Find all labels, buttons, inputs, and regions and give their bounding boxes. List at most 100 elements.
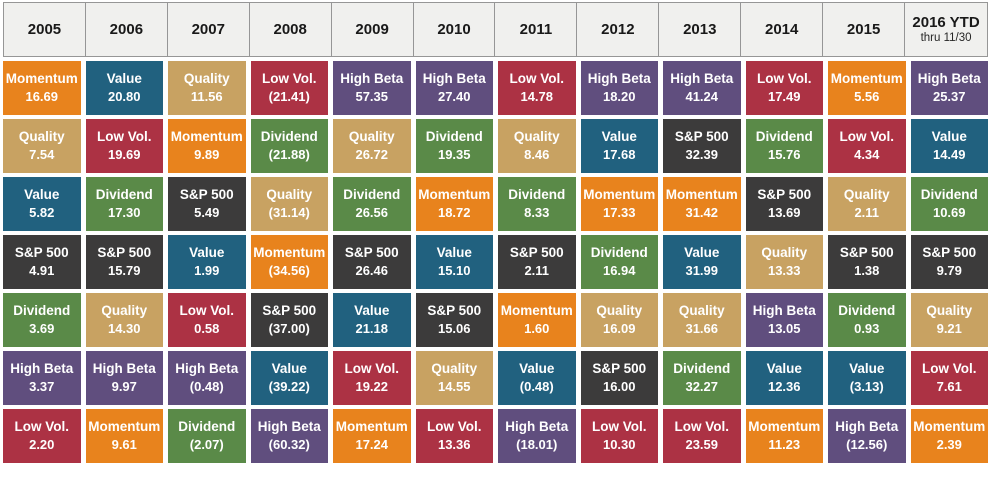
return-cell-2006-dividend: Dividend 17.30 xyxy=(85,177,163,231)
return-cell-2008-s-p-500: S&P 500 (37.00) xyxy=(250,293,328,347)
return-value: 13.36 xyxy=(437,437,471,453)
return-value: 21.18 xyxy=(355,321,389,337)
return-value: 20.80 xyxy=(107,89,141,105)
factor-label: Dividend xyxy=(13,303,71,319)
return-value: (0.48) xyxy=(189,379,224,395)
return-value: 14.55 xyxy=(437,379,471,395)
return-value: 26.72 xyxy=(355,147,389,163)
return-cell-2009-high-beta: High Beta 57.35 xyxy=(333,61,411,115)
return-value: 13.05 xyxy=(767,321,801,337)
factor-label: Low Vol. xyxy=(344,361,400,377)
factor-label: Low Vol. xyxy=(97,129,152,145)
return-cell-2008-value: Value (39.22) xyxy=(250,351,328,405)
factor-label: Value xyxy=(271,361,307,377)
factor-label: Dividend xyxy=(425,129,483,145)
return-value: 9.97 xyxy=(111,379,137,395)
factor-label: Quality xyxy=(678,303,725,319)
return-value: (21.41) xyxy=(268,89,310,105)
factor-label: High Beta xyxy=(670,71,734,87)
return-cell-2010-quality: Quality 14.55 xyxy=(415,351,493,405)
return-cell-2012-low-vol-: Low Vol. 10.30 xyxy=(580,409,658,463)
factor-label: Quality xyxy=(843,187,890,203)
factor-label: Low Vol. xyxy=(427,419,482,435)
return-cell-2015-momentum: Momentum 5.56 xyxy=(828,61,906,115)
return-cell-2006-s-p-500: S&P 500 15.79 xyxy=(85,235,163,289)
factor-label: Value xyxy=(684,245,720,261)
factor-label: Value xyxy=(849,361,885,377)
return-cell-2009-low-vol-: Low Vol. 19.22 xyxy=(333,351,411,405)
return-value: (21.88) xyxy=(268,147,310,163)
return-cell-2005-low-vol-: Low Vol. 2.20 xyxy=(3,409,81,463)
return-value: 13.33 xyxy=(767,263,801,279)
factor-label: Momentum xyxy=(5,71,78,87)
factor-label: Quality xyxy=(183,71,230,87)
return-cell-2007-value: Value 1.99 xyxy=(168,235,246,289)
return-cell-2013-high-beta: High Beta 41.24 xyxy=(663,61,741,115)
return-cell-2010-s-p-500: S&P 500 15.06 xyxy=(415,293,493,347)
factor-label: Low Vol. xyxy=(14,419,70,435)
factor-label: Quality xyxy=(101,303,148,319)
return-cell-2011-low-vol-: Low Vol. 14.78 xyxy=(498,61,576,115)
year-header-2012: 2012 xyxy=(577,3,660,56)
return-value: 19.35 xyxy=(437,147,471,163)
return-cell-2008-high-beta: High Beta (60.32) xyxy=(250,409,328,463)
return-cell-2012-value: Value 17.68 xyxy=(580,119,658,173)
return-value: 7.61 xyxy=(936,379,962,395)
factor-label: S&P 500 xyxy=(427,303,482,319)
factor-label: Value xyxy=(189,245,225,261)
factor-label: Quality xyxy=(926,303,973,319)
return-value: 8.46 xyxy=(524,147,550,163)
return-value: 15.76 xyxy=(767,147,801,163)
factor-label: Momentum xyxy=(830,71,903,87)
factor-label: Low Vol. xyxy=(757,71,812,87)
year-label: 2011 xyxy=(519,20,553,38)
return-value: 19.69 xyxy=(107,147,141,163)
return-value: 18.20 xyxy=(602,89,636,105)
return-value: 16.09 xyxy=(602,321,636,337)
return-cell-2006-quality: Quality 14.30 xyxy=(85,293,163,347)
return-value: 5.56 xyxy=(854,89,880,105)
return-cell-2006-value: Value 20.80 xyxy=(85,61,163,115)
return-cell-2007-low-vol-: Low Vol. 0.58 xyxy=(168,293,246,347)
return-value: (0.48) xyxy=(519,379,554,395)
factor-label: Dividend xyxy=(95,187,153,203)
factor-label: Value xyxy=(354,303,390,319)
year-header-2005: 2005 xyxy=(4,3,86,56)
return-cell-2006-momentum: Momentum 9.61 xyxy=(85,409,163,463)
return-value: 10.69 xyxy=(932,205,966,221)
return-cell-2006-low-vol-: Low Vol. 19.69 xyxy=(85,119,163,173)
return-value: (39.22) xyxy=(268,379,310,395)
return-value: 17.33 xyxy=(602,205,636,221)
factor-label: Momentum xyxy=(748,419,821,435)
factor-label: Dividend xyxy=(755,129,813,145)
return-value: (60.32) xyxy=(268,437,310,453)
returns-grid: Momentum 16.69 Value 20.80 Quality 11.56… xyxy=(3,61,988,463)
return-value: 9.21 xyxy=(936,321,962,337)
factor-label: S&P 500 xyxy=(97,245,152,261)
year-label: 2009 xyxy=(355,20,389,38)
return-value: 1.60 xyxy=(524,321,550,337)
return-value: 9.61 xyxy=(111,437,137,453)
return-value: 41.24 xyxy=(685,89,719,105)
return-cell-2011-quality: Quality 8.46 xyxy=(498,119,576,173)
factor-label: S&P 500 xyxy=(509,245,564,261)
factor-label: High Beta xyxy=(257,419,321,435)
return-cell-2015-s-p-500: S&P 500 1.38 xyxy=(828,235,906,289)
year-header-2011: 2011 xyxy=(495,3,578,56)
return-cell-2012-dividend: Dividend 16.94 xyxy=(580,235,658,289)
return-cell-2005-momentum: Momentum 16.69 xyxy=(3,61,81,115)
return-cell-2011-s-p-500: S&P 500 2.11 xyxy=(498,235,576,289)
factor-label: Momentum xyxy=(500,303,573,319)
return-value: 25.37 xyxy=(932,89,966,105)
return-value: 3.69 xyxy=(29,321,55,337)
factor-label: Momentum xyxy=(335,419,408,435)
return-cell-2013-value: Value 31.99 xyxy=(663,235,741,289)
factor-label: Value xyxy=(106,71,142,87)
year-header-2006: 2006 xyxy=(86,3,168,56)
return-value: 31.66 xyxy=(685,321,719,337)
return-value: 11.56 xyxy=(190,89,223,105)
return-value: 26.56 xyxy=(355,205,389,221)
return-cell-2010-dividend: Dividend 19.35 xyxy=(415,119,493,173)
return-value: 5.49 xyxy=(194,205,220,221)
return-cell-2015-high-beta: High Beta (12.56) xyxy=(828,409,906,463)
